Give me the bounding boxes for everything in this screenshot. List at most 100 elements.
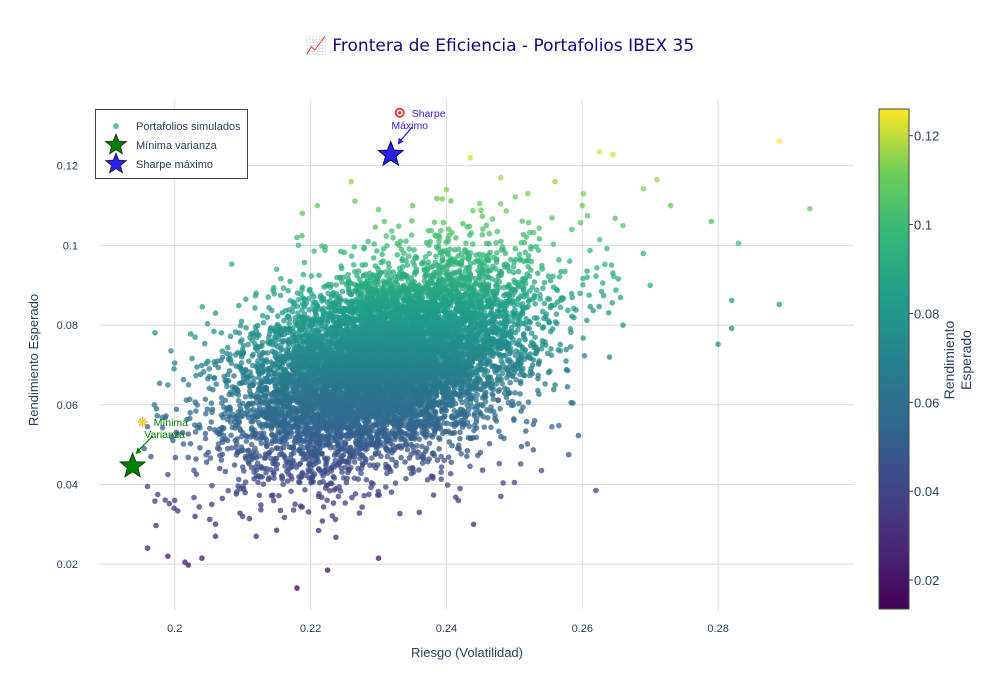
portfolio-point (207, 516, 213, 523)
portfolio-point (403, 475, 409, 482)
portfolio-point (231, 462, 238, 468)
portfolio-point (207, 455, 214, 461)
portfolio-point (434, 457, 441, 464)
portfolio-point (465, 434, 472, 441)
portfolio-point (347, 464, 354, 471)
portfolio-point (254, 460, 261, 467)
portfolio-point (453, 494, 459, 501)
portfolio-point (430, 450, 437, 456)
portfolio-point (242, 366, 249, 373)
portfolio-point (263, 384, 269, 391)
portfolio-point (426, 456, 433, 462)
portfolio-point (324, 567, 331, 573)
portfolio-point (438, 453, 444, 460)
portfolio-point (263, 357, 270, 363)
portfolio-point (255, 479, 261, 486)
portfolio-point (233, 363, 239, 369)
portfolio-point (479, 467, 486, 473)
portfolio-point (483, 389, 489, 396)
portfolio-point (187, 440, 194, 447)
portfolio-point (197, 445, 203, 451)
portfolio-point (226, 404, 233, 411)
portfolio-point (349, 494, 355, 501)
portfolio-point (499, 370, 506, 377)
portfolio-point (182, 559, 188, 565)
portfolio-point (477, 449, 484, 456)
portfolio-point (449, 412, 456, 419)
portfolio-point (279, 473, 285, 479)
portfolio-point (464, 447, 471, 454)
portfolio-point (218, 395, 225, 401)
portfolio-point (194, 364, 200, 370)
portfolio-point (552, 382, 558, 388)
portfolio-point (498, 493, 504, 500)
portfolio-point (409, 465, 416, 471)
portfolio-point (152, 498, 158, 504)
portfolio-point (458, 451, 465, 457)
portfolio-point (219, 495, 226, 502)
portfolio-point (529, 362, 536, 369)
portfolio-point (245, 447, 252, 454)
portfolio-point (319, 518, 326, 524)
portfolio-point (273, 455, 280, 462)
portfolio-point (398, 454, 404, 461)
portfolio-point (209, 482, 215, 489)
portfolio-point (436, 435, 442, 441)
portfolio-point (316, 491, 322, 497)
portfolio-point (209, 406, 216, 413)
portfolio-point (568, 399, 574, 406)
portfolio-point (219, 424, 225, 431)
portfolio-point (451, 407, 458, 414)
portfolio-point (356, 510, 363, 516)
portfolio-point (218, 457, 225, 463)
portfolio-point (249, 425, 255, 431)
portfolio-point (446, 439, 453, 445)
portfolio-point (248, 464, 255, 471)
portfolio-point (273, 527, 280, 534)
portfolio-point (520, 404, 526, 411)
portfolio-point (535, 372, 541, 379)
portfolio-point (246, 358, 252, 364)
portfolio-point (402, 459, 408, 465)
portfolio-point (193, 456, 199, 462)
portfolio-point (260, 430, 267, 437)
portfolio-point (512, 390, 518, 396)
portfolio-point (222, 468, 229, 475)
portfolio-point (156, 380, 163, 387)
portfolio-point (441, 420, 447, 426)
portfolio-point (185, 382, 192, 388)
portfolio-point (339, 469, 345, 476)
portfolio-point (260, 481, 267, 488)
portfolio-point (316, 465, 322, 472)
portfolio-point (414, 443, 420, 449)
portfolio-point (199, 555, 205, 561)
portfolio-point (330, 473, 337, 480)
portfolio-point (523, 418, 530, 425)
portfolio-point (193, 408, 199, 414)
portfolio-point (189, 355, 195, 362)
portfolio-point (185, 454, 191, 461)
portfolio-point (564, 384, 571, 390)
portfolio-point (207, 425, 213, 432)
portfolio-point (206, 373, 213, 380)
portfolio-point (165, 471, 171, 478)
portfolio-point (352, 491, 359, 497)
portfolio-point (481, 424, 488, 430)
portfolio-point (419, 460, 426, 466)
portfolio-point (191, 467, 197, 474)
portfolio-point (498, 358, 505, 364)
portfolio-point (144, 545, 151, 551)
portfolio-point (332, 516, 339, 523)
portfolio-point (464, 453, 470, 460)
portfolio-point (278, 450, 285, 457)
portfolio-point (416, 436, 423, 443)
portfolio-point (180, 376, 187, 383)
portfolio-point (205, 449, 212, 456)
portfolio-point (393, 459, 399, 466)
portfolio-point (212, 521, 219, 527)
portfolio-point (202, 396, 209, 403)
portfolio-point (516, 400, 522, 407)
portfolio-point (448, 459, 455, 466)
portfolio-point (248, 441, 255, 448)
portfolio-point (165, 382, 171, 388)
